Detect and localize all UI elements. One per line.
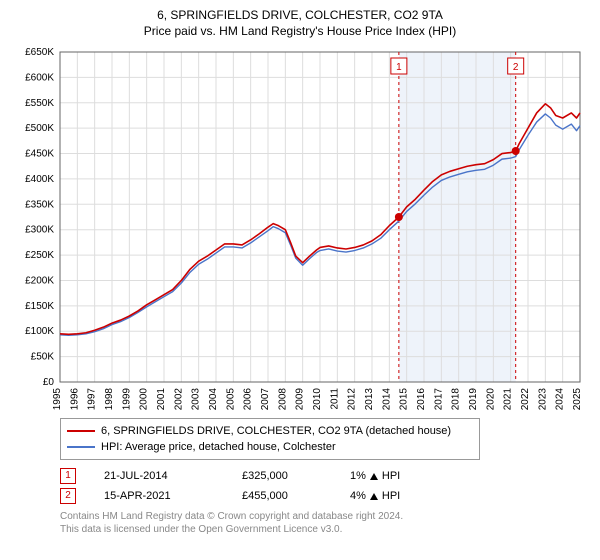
svg-text:1997: 1997 [87,388,98,411]
transaction-date: 21-JUL-2014 [104,466,214,486]
transactions-table: 1 21-JUL-2014 £325,000 1%HPI 2 15-APR-2021 £45… [60,466,590,506]
transaction-price: £325,000 [242,466,322,486]
legend-item: 6, SPRINGFIELDS DRIVE, COLCHESTER, CO2 9… [67,423,473,439]
svg-text:1998: 1998 [104,388,115,411]
transaction-badge: 1 [60,468,76,484]
legend-label: 6, SPRINGFIELDS DRIVE, COLCHESTER, CO2 9… [101,423,451,439]
svg-text:2018: 2018 [451,388,462,411]
svg-text:£200K: £200K [25,275,54,286]
svg-text:£500K: £500K [25,123,54,134]
svg-text:2021: 2021 [503,388,514,411]
legend-label: HPI: Average price, detached house, Colc… [101,439,336,455]
svg-text:£100K: £100K [25,326,54,337]
svg-text:2020: 2020 [485,388,496,411]
svg-text:2010: 2010 [312,388,323,411]
footer: Contains HM Land Registry data © Crown c… [60,510,590,536]
transaction-badge: 2 [60,488,76,504]
transaction-row: 1 21-JUL-2014 £325,000 1%HPI [60,466,590,486]
svg-text:£650K: £650K [25,47,54,58]
svg-text:2011: 2011 [329,388,340,410]
transaction-date: 15-APR-2021 [104,486,214,506]
svg-text:2022: 2022 [520,388,531,411]
transaction-price: £455,000 [242,486,322,506]
svg-text:2025: 2025 [572,388,583,411]
svg-text:2000: 2000 [139,388,150,411]
svg-text:£300K: £300K [25,225,54,236]
svg-text:£50K: £50K [31,352,55,363]
footer-line-2: This data is licensed under the Open Gov… [60,523,590,536]
svg-text:2003: 2003 [191,388,202,411]
svg-text:2012: 2012 [347,388,358,411]
svg-text:2002: 2002 [173,388,184,411]
svg-text:2014: 2014 [381,388,392,411]
svg-text:2016: 2016 [416,388,427,411]
svg-text:2006: 2006 [243,388,254,411]
legend-swatch [67,446,95,448]
svg-text:2015: 2015 [399,388,410,411]
transaction-row: 2 15-APR-2021 £455,000 4%HPI [60,486,590,506]
svg-text:2008: 2008 [277,388,288,411]
legend-item: HPI: Average price, detached house, Colc… [67,439,473,455]
svg-text:£600K: £600K [25,72,54,83]
svg-text:1996: 1996 [69,388,80,411]
svg-text:2001: 2001 [156,388,167,411]
titles: 6, SPRINGFIELDS DRIVE, COLCHESTER, CO2 9… [10,8,590,38]
arrow-up-icon [370,473,378,480]
svg-text:£450K: £450K [25,149,54,160]
svg-text:1999: 1999 [121,388,132,411]
chart-area: £0 £50K £100K £150K £200K £250K £300K £350K £400… [10,42,590,412]
transaction-delta: 4%HPI [350,486,400,506]
svg-text:2007: 2007 [260,388,271,411]
svg-text:2019: 2019 [468,388,479,411]
svg-text:£350K: £350K [25,199,54,210]
svg-text:2: 2 [513,62,519,73]
svg-text:1: 1 [396,62,402,73]
svg-text:2009: 2009 [295,388,306,411]
line-chart-svg: £0 £50K £100K £150K £200K £250K £300K £350K £400… [10,42,590,412]
svg-text:2004: 2004 [208,388,219,411]
svg-text:£250K: £250K [25,250,54,261]
svg-text:£0: £0 [43,377,55,388]
svg-text:1995: 1995 [52,388,63,411]
svg-text:2013: 2013 [364,388,375,411]
chart-title: 6, SPRINGFIELDS DRIVE, COLCHESTER, CO2 9… [10,8,590,22]
svg-text:2023: 2023 [537,388,548,411]
svg-text:£400K: £400K [25,174,54,185]
chart-subtitle: Price paid vs. HM Land Registry's House … [10,24,590,38]
svg-text:2017: 2017 [433,388,444,411]
footer-line-1: Contains HM Land Registry data © Crown c… [60,510,590,523]
arrow-up-icon [370,493,378,500]
transaction-delta: 1%HPI [350,466,400,486]
svg-text:£550K: £550K [25,98,54,109]
legend: 6, SPRINGFIELDS DRIVE, COLCHESTER, CO2 9… [60,418,480,460]
svg-text:2024: 2024 [555,388,566,411]
svg-text:£150K: £150K [25,301,54,312]
chart-container: 6, SPRINGFIELDS DRIVE, COLCHESTER, CO2 9… [0,0,600,560]
legend-swatch [67,430,95,432]
svg-text:2005: 2005 [225,388,236,411]
